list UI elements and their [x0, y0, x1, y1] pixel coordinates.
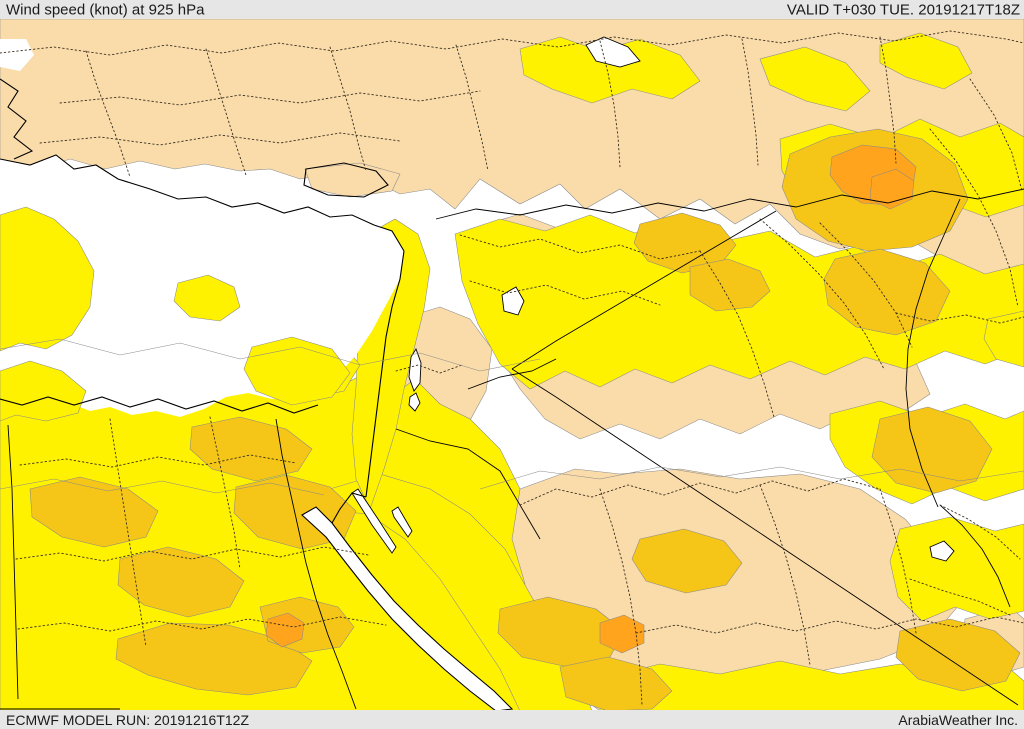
sea-yellow-lobes [0, 206, 351, 422]
footer-bar: ECMWF MODEL RUN: 20191216T12Z ArabiaWeat… [0, 710, 1024, 729]
isotach-contours [0, 338, 1024, 496]
inland-lakes [501, 36, 955, 562]
valid-time-label: VALID T+030 TUE. 20191217T18Z [786, 1, 1020, 19]
header-bar: Wind speed (knot) at 925 hPa VALID T+030… [0, 0, 1024, 20]
red-sea [301, 506, 514, 711]
admin-borders [0, 30, 1024, 706]
country-borders [0, 188, 1024, 710]
black-sea [0, 39, 34, 71]
model-run-label: ECMWF MODEL RUN: 20191216T12Z [6, 711, 249, 728]
dead-sea [408, 347, 422, 412]
fill-band-orange [265, 144, 917, 654]
provider-credit: ArabiaWeather Inc. [898, 711, 1018, 728]
wind-speed-contour-map [0, 19, 1024, 711]
gulf-slivers [351, 488, 413, 554]
coastlines [0, 78, 405, 524]
fill-band-gold [29, 128, 1021, 711]
map-canvas[interactable] [0, 19, 1024, 711]
page-title: Wind speed (knot) at 925 hPa [6, 1, 205, 19]
